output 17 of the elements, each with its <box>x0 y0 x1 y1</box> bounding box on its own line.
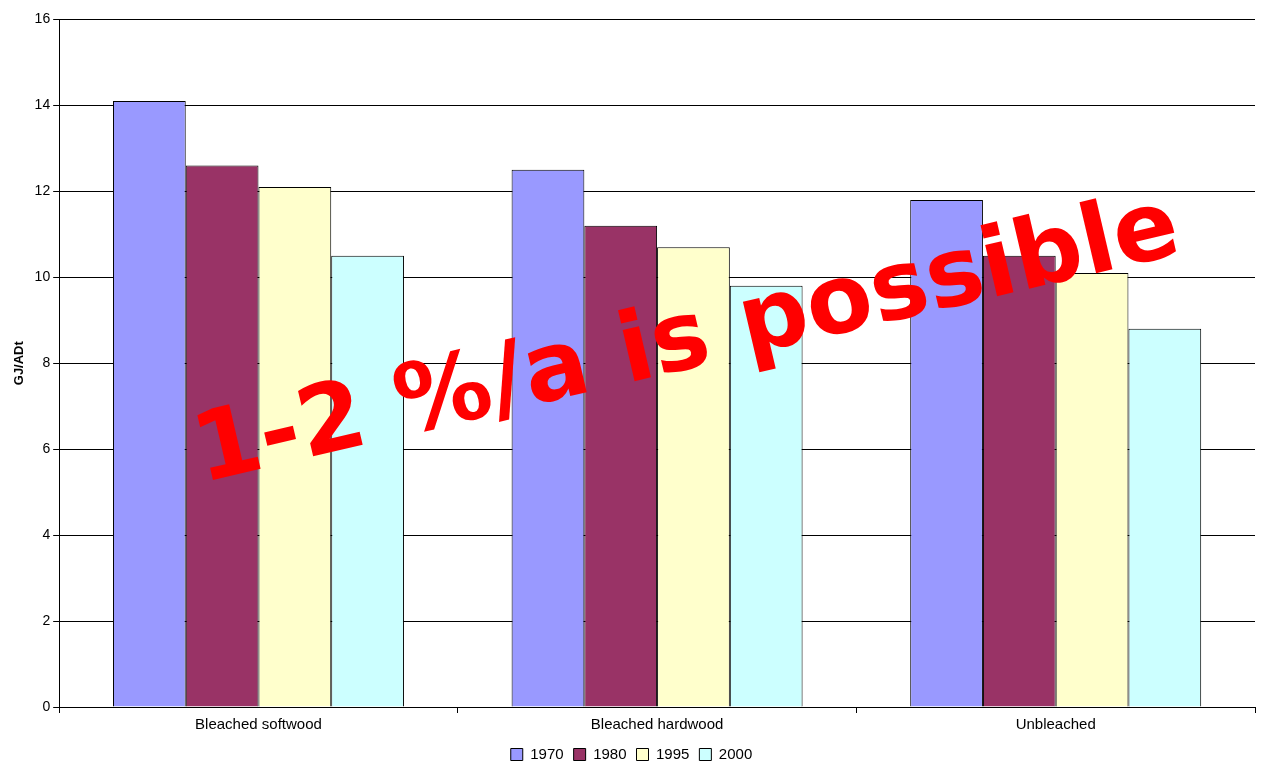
legend-label: 1980 <box>593 744 627 762</box>
y-tick-label: 4 <box>42 525 51 542</box>
y-tick-label: 2 <box>42 611 51 628</box>
y-tick-label: 12 <box>34 182 51 199</box>
x-tick-label: Bleached softwood <box>195 715 322 733</box>
y-tick-label: 14 <box>34 96 51 113</box>
y-tick-label: 6 <box>42 440 51 457</box>
y-tick-label: 0 <box>42 697 51 714</box>
legend-label: 1970 <box>530 744 564 762</box>
y-tick-label: 16 <box>34 10 51 27</box>
x-tick-label: Unbleached <box>1015 715 1096 733</box>
x-tick-label: Bleached hardwood <box>590 715 724 733</box>
legend-label: 1995 <box>656 744 690 762</box>
y-axis-title: GJ/ADt <box>11 340 27 386</box>
legend-label: 2000 <box>718 744 753 762</box>
y-tick-label: 8 <box>42 354 51 371</box>
y-tick-label: 10 <box>34 268 51 285</box>
